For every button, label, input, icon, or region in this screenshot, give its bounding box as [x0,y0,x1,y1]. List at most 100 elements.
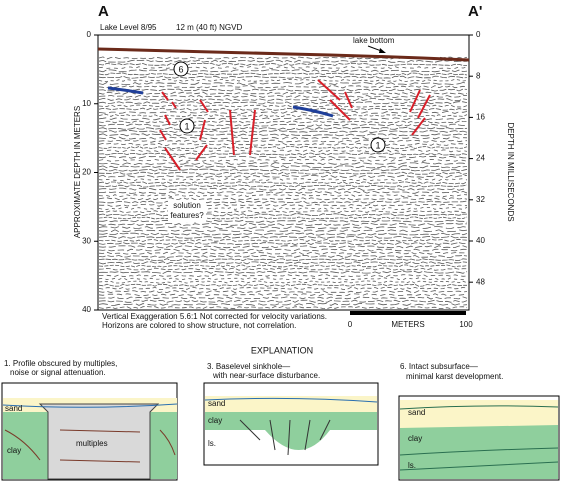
annotation: lake bottom [353,36,395,45]
caption: minimal karst development. [406,372,503,381]
seismic-trace [98,126,468,130]
multiple-line [4,429,176,463]
layer-label: sand [5,404,22,413]
layer-label: multiples [76,439,108,448]
section-label: A [98,3,109,20]
seismic-trace [98,187,468,191]
seismic-trace [98,229,468,233]
seismic-trace [98,85,468,89]
red-horizon [159,91,181,171]
seismic-trace [98,66,468,70]
caption: 6. Intact subsurface— [400,362,478,371]
seismic-trace [98,194,468,198]
blue-horizon [107,86,144,95]
horizon [2,403,178,408]
seismic-trace [98,302,468,306]
seismic-trace [98,69,468,73]
seismic-trace [98,210,468,214]
clay-layer [400,425,558,479]
tick-label: 40 [82,305,91,314]
seismic-trace [98,155,468,159]
seismic-trace [98,277,468,281]
tick-label: 0 [87,30,92,39]
seismic-trace [98,251,468,255]
seismic-trace [98,226,468,230]
seismic-trace [98,299,468,303]
red-horizon [409,89,431,136]
seismic-trace [98,254,468,258]
annotation: solution [173,201,201,210]
seismic-trace [98,200,468,204]
seismic-trace [98,258,468,262]
scale-bar [350,311,466,315]
tick-label: 40 [476,236,485,245]
seismic-trace [98,139,468,143]
seismic-trace [98,306,468,310]
seismic-trace [98,213,468,217]
red-horizon [229,109,256,156]
seismic-trace [98,222,468,226]
seismic-trace [98,142,468,146]
layer-label: ls. [408,461,416,470]
seismic-trace [98,136,468,140]
seismic-trace [98,91,468,95]
seismic-trace [98,203,468,207]
circle-marker [173,61,189,77]
note: Horizons are colored to show structure, … [102,321,296,330]
seismic-trace [98,110,468,114]
seismic-trace [98,245,468,249]
horizon [204,397,378,403]
tick-label: 24 [476,154,485,163]
axis-title: DEPTH IN MILLISECONDS [506,122,515,221]
circle-label: 1 [184,121,189,131]
circle-label: 1 [375,140,380,150]
seismic-trace [98,158,468,162]
seismic-trace [98,62,467,66]
layer-label: ls. [208,439,216,448]
seismic-trace [98,184,468,188]
red-horizons [159,79,431,171]
layer-label: clay [408,434,422,443]
caption: with near-surface disturbance. [212,371,320,380]
label-backdrop [168,200,206,222]
seismic-texture [98,56,468,310]
datum: 12 m (40 ft) NGVD [176,23,242,32]
caption: 1. Profile obscured by multiples, [4,359,117,368]
seismic-trace [98,283,467,287]
seismic-trace [98,75,468,79]
tick-label: 0 [476,30,481,39]
axis-title: APPROXIMATE DEPTH IN METERS [73,106,82,238]
circle-label: 6 [178,64,183,74]
seismic-trace [98,82,468,86]
seismic-trace [98,168,468,172]
circle-marker [370,137,386,153]
seismic-trace [98,216,468,220]
explanation-title: EXPLANATION [251,345,313,355]
seismic-trace [98,296,468,300]
seismic-trace [98,133,468,137]
seismic-trace [98,149,468,153]
seismic-trace [98,219,468,223]
scale-label: METERS [391,320,424,329]
tick-label: 8 [476,71,481,80]
seismic-trace [98,280,468,284]
seismic-trace [98,264,468,268]
seismic-trace [98,88,468,92]
seismic-trace [98,261,468,265]
scale-tick-label: 0 [348,320,353,329]
tick-label: 16 [476,113,485,122]
seismic-trace [98,174,468,178]
seismic-trace [98,101,468,105]
caption: noise or signal attenuation. [10,368,106,377]
horizon [399,405,559,471]
tick-label: 30 [82,236,91,245]
circle-marker [179,118,195,134]
seismic-trace [98,190,468,194]
profile-frame [97,34,470,311]
tick-label: 48 [476,277,485,286]
section-label: A' [468,3,482,20]
seismic-trace [98,56,468,60]
seismic-trace [98,94,468,98]
layer-label: sand [408,408,425,417]
